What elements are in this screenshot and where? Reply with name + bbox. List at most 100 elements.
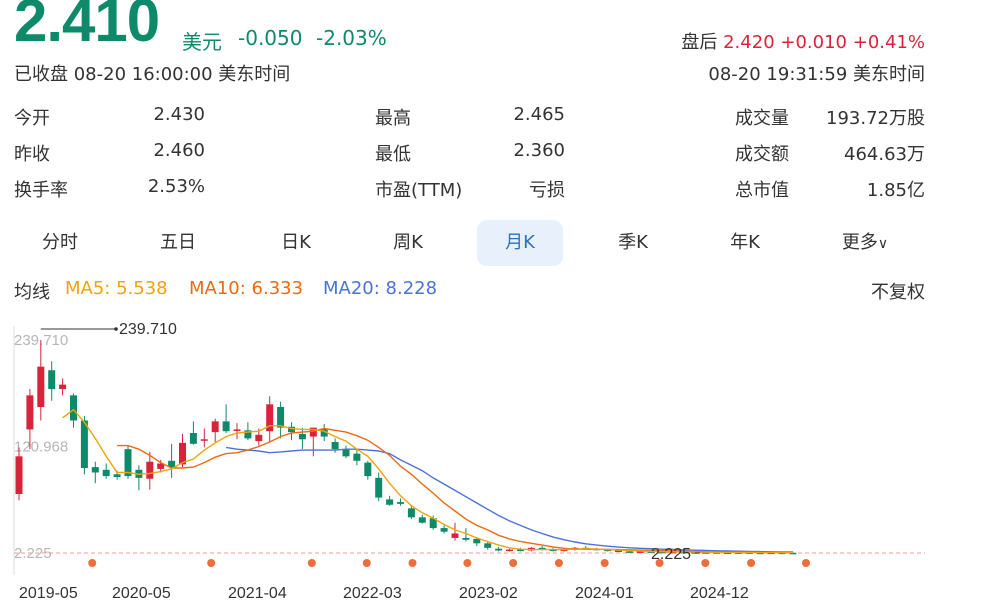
tab-monthly-k[interactable]: 月K <box>477 220 563 266</box>
x-tick-label: 2021-04 <box>228 585 287 602</box>
event-marker <box>655 559 664 567</box>
tab-five-day[interactable]: 五日 <box>160 232 196 253</box>
candle-body <box>244 430 252 439</box>
candle-body <box>484 543 492 548</box>
tab-weekly-k[interactable]: 周K <box>393 232 423 253</box>
max-annotation-dot <box>114 327 118 331</box>
candle-body <box>451 533 459 538</box>
amount-value: 464.63万 <box>844 144 925 165</box>
tab-more[interactable]: 更多∨ <box>815 220 915 266</box>
candle-body <box>375 477 383 498</box>
event-marker <box>802 559 810 567</box>
candle-body <box>625 551 633 553</box>
candle-body <box>724 552 731 554</box>
candle-body <box>560 549 568 552</box>
event-marker <box>747 559 756 567</box>
tab-more-label: 更多 <box>841 232 878 253</box>
tab-daily-k[interactable]: 日K <box>281 232 311 253</box>
candle-body <box>353 453 361 461</box>
after-hours-label: 盘后 <box>681 32 718 53</box>
event-marker <box>88 559 97 567</box>
last-price: 2.410 <box>14 0 160 54</box>
candle-body <box>680 551 688 554</box>
candle-body <box>211 421 219 433</box>
after-hours-price: 2.420 <box>723 32 775 53</box>
candle-body <box>102 469 110 477</box>
tab-quarterly-k[interactable]: 季K <box>618 232 648 253</box>
candle-body <box>615 550 622 553</box>
candle-body <box>15 456 23 495</box>
event-marker <box>463 559 472 567</box>
period-tabs: 分时 五日 日K 周K 月K 季K 年K 更多∨ <box>0 220 925 266</box>
candle-body <box>397 502 404 504</box>
candle-body <box>70 395 77 421</box>
after-hours-change: +0.010 <box>780 32 847 53</box>
max-annotation-label: 239.710 <box>119 321 177 338</box>
candle-body <box>168 460 176 468</box>
volume-value: 193.72万股 <box>826 108 925 129</box>
candle-body <box>604 549 612 552</box>
candle-body <box>80 420 88 468</box>
x-tick-label: 2022-03 <box>343 585 402 602</box>
volume-label: 成交量 <box>735 108 789 129</box>
event-marker <box>207 559 216 567</box>
candle-body <box>756 552 764 555</box>
x-tick-label: 2024-01 <box>575 585 634 602</box>
low-label: 最低 <box>375 144 411 165</box>
candle-body <box>233 429 241 431</box>
candle-body <box>157 463 165 469</box>
market-status: 已收盘 08-20 16:00:00 美东时间 <box>14 64 291 85</box>
candle-body <box>407 508 415 518</box>
amount-label: 成交额 <box>735 144 789 165</box>
candle-body <box>37 366 45 408</box>
candle-body <box>26 395 34 430</box>
y-tick-label: 120.968 <box>14 438 68 455</box>
event-marker <box>509 559 518 567</box>
pe-value: 亏损 <box>529 180 565 201</box>
ma20-legend: MA20: 8.228 <box>323 278 438 299</box>
candle-body <box>309 427 317 437</box>
turnover-value: 2.53% <box>147 176 205 197</box>
candle-body <box>495 548 503 551</box>
candle-body <box>331 441 339 450</box>
candle-body <box>298 433 306 440</box>
low-value: 2.360 <box>513 140 565 161</box>
turnover-label: 换手率 <box>14 180 68 201</box>
candle-body <box>189 433 197 444</box>
candle-body <box>418 517 426 523</box>
tab-yearly-k[interactable]: 年K <box>730 232 760 253</box>
price-change: -0.050 <box>238 26 303 50</box>
candle-body <box>778 552 786 555</box>
candle-body <box>473 538 481 544</box>
candle-body <box>200 439 208 441</box>
ma20-line <box>225 446 793 553</box>
candle-body <box>320 428 328 437</box>
tab-intraday[interactable]: 分时 <box>42 232 78 253</box>
currency-label: 美元 <box>182 30 222 54</box>
candle-body <box>462 537 470 540</box>
x-tick-label: 2020-05 <box>112 585 171 602</box>
candle-body <box>789 552 797 555</box>
candle-body <box>59 384 67 390</box>
candle-body <box>179 442 186 465</box>
high-value: 2.465 <box>513 104 565 125</box>
candle-body <box>506 549 513 552</box>
adjust-mode[interactable]: 不复权 <box>871 282 925 303</box>
after-hours-time: 08-20 19:31:59 美东时间 <box>708 64 925 85</box>
candle-body <box>516 549 524 552</box>
x-tick-label: 2019-05 <box>19 585 78 602</box>
price-change-pct: -2.03% <box>316 26 387 50</box>
candle-body <box>113 474 121 477</box>
prev-close-label: 昨收 <box>14 144 50 165</box>
ma5-line <box>62 408 793 554</box>
candle-body <box>266 404 274 432</box>
ma5-legend: MA5: 5.538 <box>65 278 168 299</box>
min-annotation-label: 2.225 <box>651 546 691 563</box>
candle-body <box>255 434 263 442</box>
ma-label: 均线 <box>14 282 50 303</box>
candle-body <box>288 426 295 433</box>
candle-body <box>146 461 154 479</box>
event-marker <box>701 559 710 567</box>
candle-body <box>669 551 677 554</box>
